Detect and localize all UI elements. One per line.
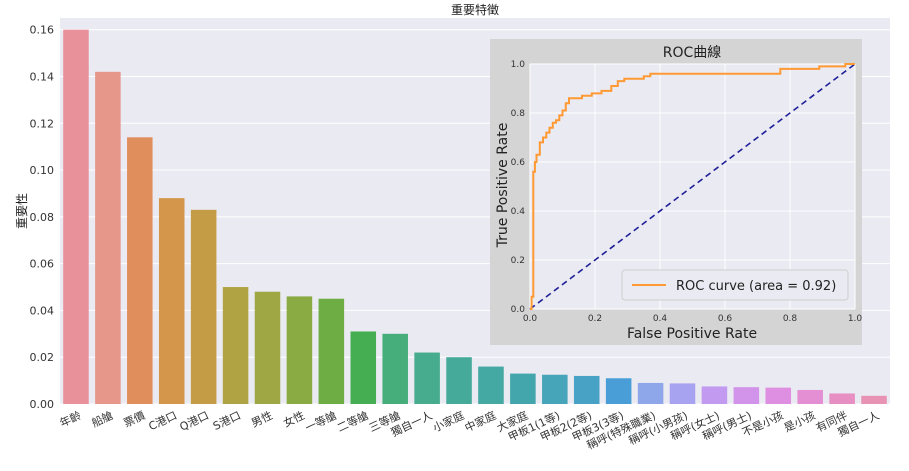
bar-y-tick-labels: 0.00 0.02 0.04 0.06 0.08 0.10 0.12 0.14 0.16: [30, 24, 55, 411]
roc-y-tick-label: 0.4: [511, 207, 526, 217]
roc-chart-title: ROC曲線: [663, 45, 722, 61]
bar-x-tick-label: 二等艙: [335, 408, 371, 435]
bar: [733, 387, 760, 404]
bar: [382, 333, 408, 404]
bar: [573, 375, 600, 404]
bar-y-tick-label: 0.06: [30, 258, 55, 271]
bar-x-tick-label: 一等艙: [303, 408, 339, 435]
bar: [190, 209, 217, 404]
roc-curve-line: [530, 63, 855, 310]
roc-x-tick-label: 0.4: [653, 314, 668, 324]
bar-series: [63, 29, 887, 405]
bar: [95, 71, 121, 404]
bar: [797, 389, 823, 404]
bar: [701, 386, 728, 404]
roc-x-tick-labels: 0.0 0.2 0.4 0.6 0.8 1.0: [523, 314, 863, 324]
bar-y-tick-label: 0.08: [30, 211, 55, 224]
bar-y-tick-label: 0.00: [30, 398, 55, 411]
roc-y-tick-label: 0.2: [511, 256, 525, 266]
bar: [510, 373, 536, 404]
bar-x-tick-label: 票價: [121, 408, 147, 430]
bar-x-tick-label: 中家庭: [462, 408, 498, 435]
bar: [542, 374, 568, 404]
bar: [829, 393, 855, 404]
bar-x-tick-label: C港口: [147, 409, 179, 433]
bar-y-tick-label: 0.16: [30, 24, 55, 37]
bar-y-tick-label: 0.14: [30, 70, 55, 83]
bar-chart-title: 重要特徵: [451, 2, 499, 17]
roc-y-tick-labels: 0.0 0.2 0.4 0.6 0.8 1.0: [511, 60, 526, 315]
bar: [158, 198, 185, 404]
bar-y-tick-label: 0.04: [30, 304, 55, 317]
roc-x-tick-label: 0.0: [523, 314, 538, 324]
roc-y-tick-label: 1.0: [511, 60, 526, 70]
roc-legend-label: ROC curve (area = 0.92): [676, 279, 836, 294]
bar-y-tick-label: 0.10: [30, 164, 55, 177]
bar: [669, 383, 696, 404]
bar-x-tick-label: 是小孩: [782, 409, 817, 435]
bar-x-tick-label: Q港口: [178, 409, 211, 434]
roc-series: [529, 63, 856, 310]
bar-x-tick-label: 年齡: [57, 408, 83, 430]
roc-x-axis-label: False Positive Rate: [627, 326, 757, 342]
bar: [318, 298, 345, 404]
roc-x-tick-label: 0.8: [783, 314, 798, 324]
bar: [286, 296, 313, 404]
bar: [350, 331, 377, 404]
bar: [254, 291, 281, 404]
roc-y-tick-label: 0.8: [511, 109, 526, 119]
roc-inset-chart: 0.0 0.2 0.4 0.6 0.8 1.0 0.0 0.2 0.4 0.6 0.8 1.0 RO…: [490, 39, 862, 345]
bar: [765, 387, 792, 404]
roc-y-tick-label: 0.0: [511, 305, 526, 315]
chance-diagonal-line: [529, 63, 856, 310]
roc-y-axis-label: True Positive Rate: [495, 123, 511, 249]
roc-gridlines: [529, 63, 856, 310]
roc-legend: ROC curve (area = 0.92): [621, 269, 849, 301]
bar-x-tick-label: 女性: [281, 408, 307, 430]
roc-x-tick-label: 0.2: [588, 314, 602, 324]
bar-y-axis-label: 重要性: [15, 193, 29, 229]
roc-y-tick-label: 0.6: [511, 158, 526, 168]
bar-y-tick-label: 0.02: [30, 351, 55, 364]
bar: [861, 395, 887, 404]
bar-x-tick-label: 男性: [249, 408, 275, 430]
bar: [222, 287, 249, 404]
bar: [605, 378, 632, 404]
bar: [446, 357, 472, 404]
roc-x-tick-label: 1.0: [848, 314, 863, 324]
roc-legend-box: [621, 269, 849, 301]
bar: [414, 352, 440, 404]
bar: [63, 29, 89, 405]
bar-x-tick-label: S港口: [211, 409, 243, 433]
bar: [478, 366, 504, 404]
roc-x-tick-label: 0.6: [718, 314, 733, 324]
bar-x-tick-label: 船艙: [89, 408, 115, 430]
bar: [127, 137, 153, 405]
bar-y-tick-label: 0.12: [30, 117, 55, 130]
bar-x-tick-label: 小家庭: [430, 408, 466, 435]
bar: [637, 382, 664, 404]
